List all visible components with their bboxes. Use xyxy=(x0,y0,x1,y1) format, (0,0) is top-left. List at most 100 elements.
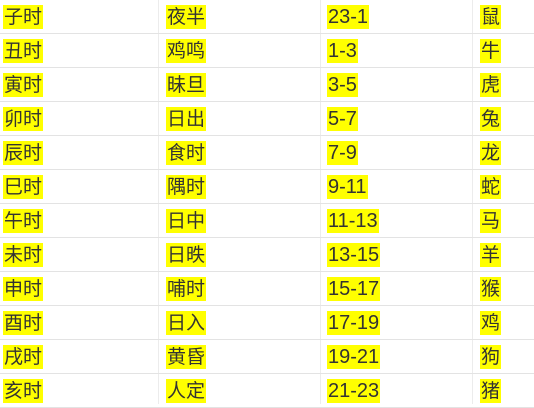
hours-cell: 7-9 xyxy=(327,136,358,170)
zodiac-cell: 牛 xyxy=(480,34,502,68)
zodiac-cell: 狗 xyxy=(480,340,502,374)
zodiac-cell: 猪 xyxy=(480,374,502,408)
table-row: 申时 哺时 15-17 猴 xyxy=(0,272,534,306)
branch-cell: 亥时 xyxy=(3,374,44,408)
zodiac-cell-text: 鸡 xyxy=(480,311,502,335)
time-name-cell-text: 日入 xyxy=(166,311,207,335)
time-name-cell-text: 哺时 xyxy=(166,277,207,301)
branch-cell: 寅时 xyxy=(3,68,44,102)
table-row: 子时 夜半 23-1 鼠 xyxy=(0,0,534,34)
time-name-cell: 日入 xyxy=(166,306,207,340)
hours-cell-text: 17-19 xyxy=(327,311,381,335)
zodiac-cell-text: 蛇 xyxy=(480,175,502,199)
hours-cell: 9-11 xyxy=(327,170,368,204)
branch-cell: 未时 xyxy=(3,238,44,272)
time-name-cell-text: 昧旦 xyxy=(166,73,207,97)
hours-cell: 19-21 xyxy=(327,340,381,374)
zodiac-cell: 鼠 xyxy=(480,0,502,34)
branch-cell-text: 午时 xyxy=(3,209,44,233)
branch-cell-text: 丑时 xyxy=(3,39,44,63)
table-row: 辰时 食时 7-9 龙 xyxy=(0,136,534,170)
time-name-cell-text: 鸡鸣 xyxy=(166,39,207,63)
time-name-cell-text: 夜半 xyxy=(166,5,207,29)
hours-cell-text: 3-5 xyxy=(327,73,358,97)
hours-cell: 13-15 xyxy=(327,238,381,272)
time-name-cell: 隅时 xyxy=(166,170,207,204)
zodiac-cell: 兔 xyxy=(480,102,502,136)
branch-cell: 子时 xyxy=(3,0,44,34)
hours-cell-text: 13-15 xyxy=(327,243,381,267)
hours-cell: 21-23 xyxy=(327,374,381,408)
branch-cell-text: 亥时 xyxy=(3,379,44,403)
hours-cell-text: 9-11 xyxy=(327,175,368,199)
time-name-cell: 日昳 xyxy=(166,238,207,272)
table-row: 寅时 昧旦 3-5 虎 xyxy=(0,68,534,102)
branch-cell: 申时 xyxy=(3,272,44,306)
branch-cell-text: 子时 xyxy=(3,5,44,29)
table-row: 亥时 人定 21-23 猪 xyxy=(0,374,534,408)
zodiac-cell-text: 马 xyxy=(480,209,502,233)
table-row: 酉时 日入 17-19 鸡 xyxy=(0,306,534,340)
zodiac-cell: 鸡 xyxy=(480,306,502,340)
time-name-cell: 黄昏 xyxy=(166,340,207,374)
hours-cell: 23-1 xyxy=(327,0,370,34)
hours-cell-text: 19-21 xyxy=(327,345,381,369)
table-row: 午时 日中 11-13 马 xyxy=(0,204,534,238)
zodiac-cell: 虎 xyxy=(480,68,502,102)
column-divider xyxy=(320,0,321,404)
time-name-cell-text: 日出 xyxy=(166,107,207,131)
time-name-cell-text: 日昳 xyxy=(166,243,207,267)
time-name-cell: 鸡鸣 xyxy=(166,34,207,68)
hours-cell: 11-13 xyxy=(327,204,379,238)
zodiac-cell-text: 兔 xyxy=(480,107,502,131)
time-name-cell: 日中 xyxy=(166,204,207,238)
time-name-cell-text: 人定 xyxy=(166,379,207,403)
hours-cell-text: 23-1 xyxy=(327,5,370,29)
zodiac-cell-text: 羊 xyxy=(480,243,502,267)
branch-cell: 巳时 xyxy=(3,170,44,204)
branch-cell-text: 寅时 xyxy=(3,73,44,97)
zodiac-cell-text: 龙 xyxy=(480,141,502,165)
table-row: 巳时 隅时 9-11 蛇 xyxy=(0,170,534,204)
branch-cell-text: 辰时 xyxy=(3,141,44,165)
hours-cell: 1-3 xyxy=(327,34,358,68)
zodiac-cell: 龙 xyxy=(480,136,502,170)
time-name-cell: 日出 xyxy=(166,102,207,136)
branch-cell-text: 未时 xyxy=(3,243,44,267)
zodiac-cell: 马 xyxy=(480,204,502,238)
time-name-cell: 夜半 xyxy=(166,0,207,34)
zodiac-cell-text: 猴 xyxy=(480,277,502,301)
hours-cell: 17-19 xyxy=(327,306,381,340)
table-row: 丑时 鸡鸣 1-3 牛 xyxy=(0,34,534,68)
branch-cell-text: 巳时 xyxy=(3,175,44,199)
hours-cell-text: 11-13 xyxy=(327,209,379,233)
time-name-cell: 人定 xyxy=(166,374,207,408)
hours-cell-text: 1-3 xyxy=(327,39,358,63)
column-divider xyxy=(158,0,159,404)
zodiac-cell-text: 鼠 xyxy=(480,5,502,29)
branch-cell: 辰时 xyxy=(3,136,44,170)
branch-cell: 戌时 xyxy=(3,340,44,374)
hours-cell: 15-17 xyxy=(327,272,381,306)
branch-cell-text: 申时 xyxy=(3,277,44,301)
time-name-cell: 食时 xyxy=(166,136,207,170)
hours-cell-text: 7-9 xyxy=(327,141,358,165)
zodiac-cell-text: 猪 xyxy=(480,379,502,403)
hours-cell-text: 21-23 xyxy=(327,379,381,403)
hours-cell: 5-7 xyxy=(327,102,358,136)
zodiac-cell: 羊 xyxy=(480,238,502,272)
zodiac-cell-text: 牛 xyxy=(480,39,502,63)
branch-cell-text: 戌时 xyxy=(3,345,44,369)
branch-cell: 卯时 xyxy=(3,102,44,136)
zodiac-cell-text: 狗 xyxy=(480,345,502,369)
branch-cell: 酉时 xyxy=(3,306,44,340)
table-row: 卯时 日出 5-7 兔 xyxy=(0,102,534,136)
time-name-cell: 哺时 xyxy=(166,272,207,306)
time-name-cell-text: 隅时 xyxy=(166,175,207,199)
branch-cell: 丑时 xyxy=(3,34,44,68)
zodiac-cell: 蛇 xyxy=(480,170,502,204)
branch-cell: 午时 xyxy=(3,204,44,238)
zodiac-cell-text: 虎 xyxy=(480,73,502,97)
branch-cell-text: 卯时 xyxy=(3,107,44,131)
